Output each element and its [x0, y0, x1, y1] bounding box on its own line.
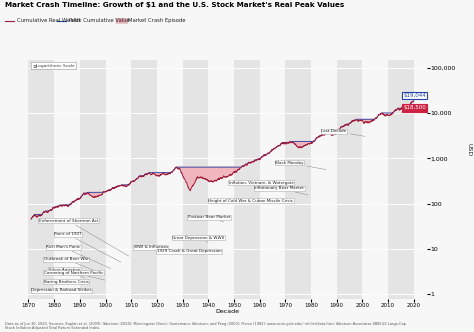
- Text: Baring Brothers Crisis: Baring Brothers Crisis: [44, 280, 89, 285]
- Text: WWI & Influenza: WWI & Influenza: [134, 245, 168, 249]
- X-axis label: Decade: Decade: [216, 309, 239, 314]
- Text: Black Monday: Black Monday: [275, 161, 326, 170]
- Text: Inflation, Vietnam, & Watergate: Inflation, Vietnam, & Watergate: [229, 181, 294, 189]
- Text: Great Depression & WWII: Great Depression & WWII: [172, 235, 224, 242]
- Text: Lost Decade: Lost Decade: [321, 129, 365, 136]
- Text: Market Crash Timeline: Growth of $1 and the U.S. Stock Market's Real Peak Values: Market Crash Timeline: Growth of $1 and …: [5, 2, 344, 8]
- Bar: [131, 60, 157, 299]
- Bar: [285, 60, 311, 299]
- Text: Silver Agitation: Silver Agitation: [49, 268, 85, 278]
- Text: Cornering of Northern Pacific: Cornering of Northern Pacific: [44, 271, 105, 280]
- Text: Inflationary Bear Market: Inflationary Bear Market: [255, 186, 308, 195]
- Text: Height of Cold War & Cuban Missile Crisis: Height of Cold War & Cuban Missile Crisi…: [208, 199, 293, 204]
- Text: Enforcement of Sherman Act: Enforcement of Sherman Act: [39, 219, 129, 256]
- Text: $18,500: $18,500: [403, 106, 426, 111]
- Bar: [182, 60, 208, 299]
- Text: 1929 Crash & Great Depression: 1929 Crash & Great Depression: [157, 249, 222, 253]
- Text: Market Crash Episode: Market Crash Episode: [128, 18, 185, 23]
- Bar: [28, 60, 54, 299]
- Bar: [388, 60, 414, 299]
- Text: Logarithmic Scale: Logarithmic Scale: [36, 64, 75, 68]
- Text: Cumulative Real Wealth: Cumulative Real Wealth: [17, 18, 80, 23]
- Text: Outbreak of Boer War: Outbreak of Boer War: [44, 257, 100, 273]
- Text: ≡: ≡: [32, 63, 36, 68]
- Text: Peak Cumulative Value: Peak Cumulative Value: [69, 18, 129, 23]
- Text: Rich Man's Panic: Rich Man's Panic: [46, 245, 111, 269]
- Bar: [234, 60, 260, 299]
- Bar: [80, 60, 106, 299]
- Text: Data as of Jun 30, 2020. Sources: Kaplan et al. (2009); Ibbotson (2020); Morning: Data as of Jun 30, 2020. Sources: Kaplan…: [5, 322, 406, 330]
- Text: $19,044: $19,044: [403, 93, 426, 98]
- Text: Postwar Bear Market: Postwar Bear Market: [188, 215, 230, 222]
- Text: Panic of 1907: Panic of 1907: [54, 232, 121, 262]
- Text: Depression & Railroad Strikes: Depression & Railroad Strikes: [31, 288, 91, 292]
- Bar: [337, 60, 363, 299]
- Text: USD: USD: [466, 143, 472, 156]
